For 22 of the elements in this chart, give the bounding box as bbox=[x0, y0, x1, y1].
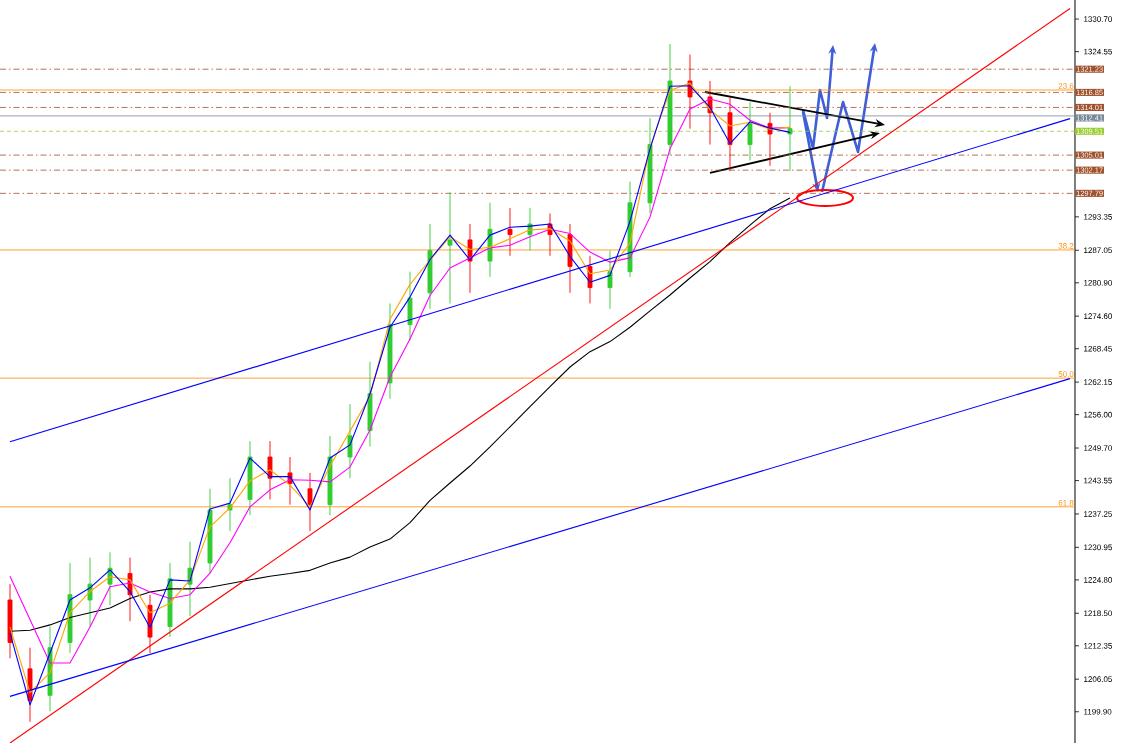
candlestick bbox=[427, 223, 433, 310]
candlestick bbox=[247, 440, 253, 516]
candlestick bbox=[647, 117, 653, 214]
candlestick bbox=[447, 191, 453, 304]
candlestick bbox=[507, 207, 513, 257]
candlestick bbox=[487, 202, 493, 278]
candlestick bbox=[567, 223, 573, 294]
candlestick bbox=[347, 403, 353, 479]
candlestick bbox=[407, 271, 413, 341]
candlestick bbox=[667, 43, 673, 156]
candlestick bbox=[387, 303, 393, 400]
candlestick bbox=[7, 583, 13, 659]
candlestick bbox=[727, 96, 733, 172]
candlestick bbox=[307, 472, 313, 532]
candlestick bbox=[367, 361, 373, 447]
candlestick bbox=[747, 101, 753, 161]
candlestick bbox=[787, 85, 793, 172]
candlestick bbox=[67, 562, 73, 654]
candlestick bbox=[207, 488, 213, 574]
candlestick bbox=[607, 250, 613, 310]
candlestick bbox=[687, 54, 693, 130]
candlestick bbox=[87, 557, 93, 627]
